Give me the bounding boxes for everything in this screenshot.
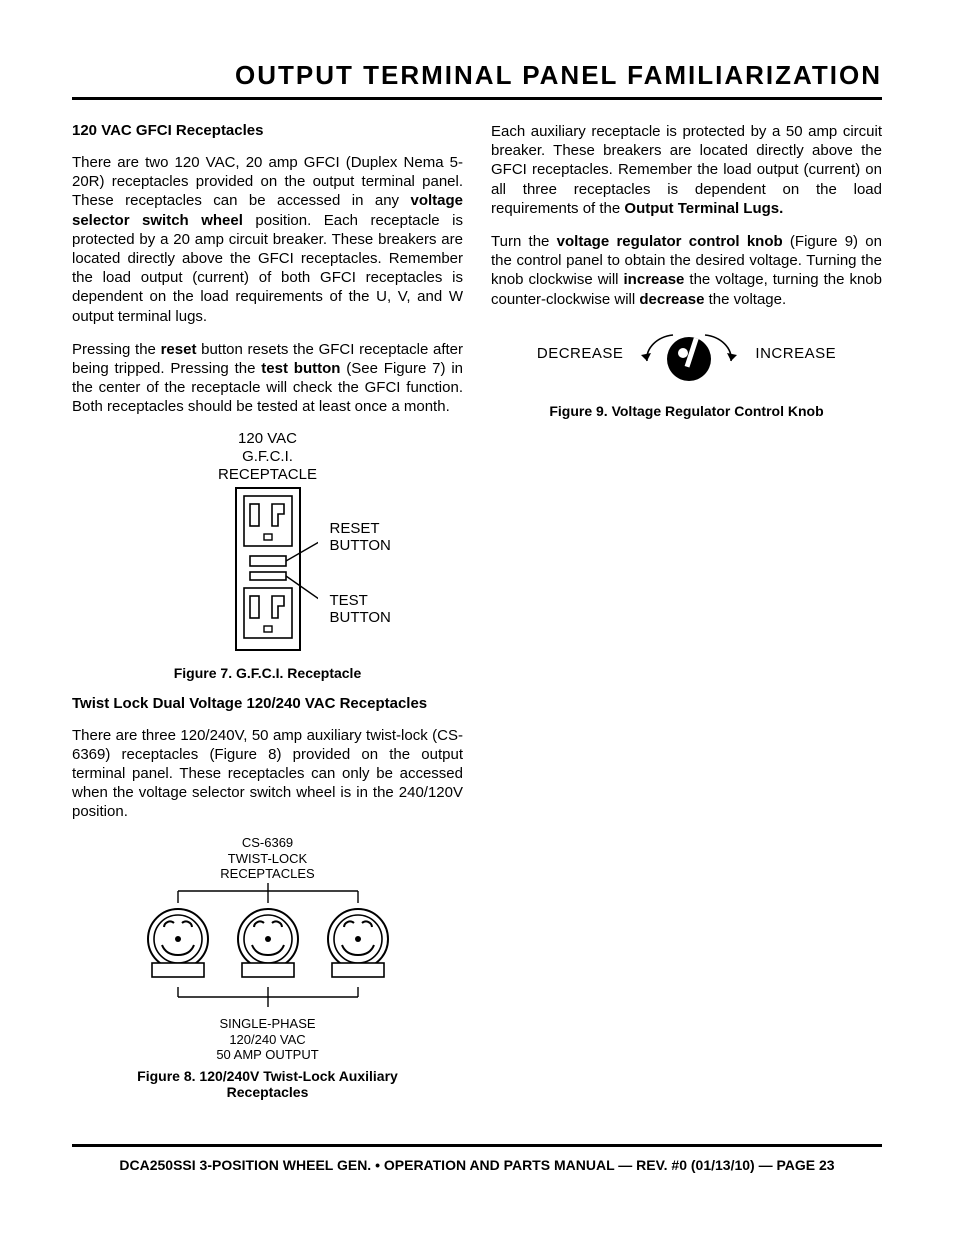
twistlock-diagram — [128, 881, 408, 1011]
text: G.F.C.I. — [72, 448, 463, 466]
paragraph: Each auxiliary receptacle is protected b… — [491, 122, 882, 218]
text: Turn the — [491, 233, 557, 250]
text: 50 AMP OUTPUT — [72, 1047, 463, 1062]
figure-8-caption: Figure 8. 120/240V Twist-Lock Auxiliary … — [72, 1068, 463, 1100]
paragraph: Pressing the reset button resets the GFC… — [72, 340, 463, 417]
bold-text: Output Terminal Lugs. — [624, 200, 783, 217]
reset-label: RESET BUTTON — [330, 520, 391, 555]
page-title: OUTPUT TERMINAL PANEL FAMILIARIZATION — [72, 60, 882, 100]
text: Receptacles — [72, 1084, 463, 1100]
page-footer: DCA250SSI 3-POSITION WHEEL GEN. • OPERAT… — [72, 1157, 882, 1173]
page: OUTPUT TERMINAL PANEL FAMILIARIZATION 12… — [0, 0, 954, 1114]
figure-7-top-label: 120 VAC G.F.C.I. RECEPTACLE — [72, 430, 463, 483]
bold-text: voltage regulator control knob — [557, 233, 783, 250]
figure-9: DECREASE INCREASE — [491, 323, 882, 385]
bold-text: decrease — [639, 291, 704, 308]
section-heading-gfci: 120 VAC GFCI Receptacles — [72, 122, 463, 139]
two-column-layout: 120 VAC GFCI Receptacles There are two 1… — [72, 122, 882, 1114]
figure-8: CS-6369 TWIST-LOCK RECEPTACLES — [72, 835, 463, 1062]
figure-8-bottom-label: SINGLE-PHASE 120/240 VAC 50 AMP OUTPUT — [72, 1016, 463, 1062]
text: the voltage. — [704, 291, 786, 308]
test-label: TEST BUTTON — [330, 592, 391, 627]
figure-7-caption: Figure 7. G.F.C.I. Receptacle — [72, 665, 463, 681]
left-column: 120 VAC GFCI Receptacles There are two 1… — [72, 122, 463, 1114]
decrease-label: DECREASE — [537, 345, 624, 362]
text: Pressing the — [72, 341, 161, 358]
text: RESET — [330, 520, 391, 538]
increase-label: INCREASE — [755, 345, 836, 362]
paragraph: There are two 120 VAC, 20 amp GFCI (Dupl… — [72, 153, 463, 326]
text: CS-6369 — [72, 835, 463, 850]
bold-text: test button — [261, 360, 340, 377]
text: RECEPTACLES — [72, 866, 463, 881]
text: RECEPTACLE — [72, 466, 463, 484]
text: Figure 8. 120/240V Twist-Lock Auxiliary — [72, 1068, 463, 1084]
text: SINGLE-PHASE — [72, 1016, 463, 1031]
figure-8-top-label: CS-6369 TWIST-LOCK RECEPTACLES — [72, 835, 463, 881]
bold-text: increase — [624, 271, 685, 288]
text: 120/240 VAC — [72, 1032, 463, 1047]
figure-9-caption: Figure 9. Voltage Regulator Control Knob — [491, 403, 882, 419]
right-column: Each auxiliary receptacle is protected b… — [491, 122, 882, 1114]
text: 120 VAC — [72, 430, 463, 448]
paragraph: Turn the voltage regulator control knob … — [491, 232, 882, 309]
text: There are two 120 VAC, 20 amp GFCI (Dupl… — [72, 154, 463, 209]
bold-text: reset — [161, 341, 197, 358]
text: BUTTON — [330, 537, 391, 555]
text: TWIST-LOCK — [72, 851, 463, 866]
text: BUTTON — [330, 609, 391, 627]
paragraph: There are three 120/240V, 50 amp auxilia… — [72, 726, 463, 822]
figure-7: 120 VAC G.F.C.I. RECEPTACLE — [72, 430, 463, 658]
voltage-knob-diagram — [629, 323, 749, 385]
section-heading-twistlock: Twist Lock Dual Voltage 120/240 VAC Rece… — [72, 695, 463, 712]
gfci-receptacle-diagram — [218, 484, 318, 654]
text: TEST — [330, 592, 391, 610]
footer-rule — [72, 1144, 882, 1147]
